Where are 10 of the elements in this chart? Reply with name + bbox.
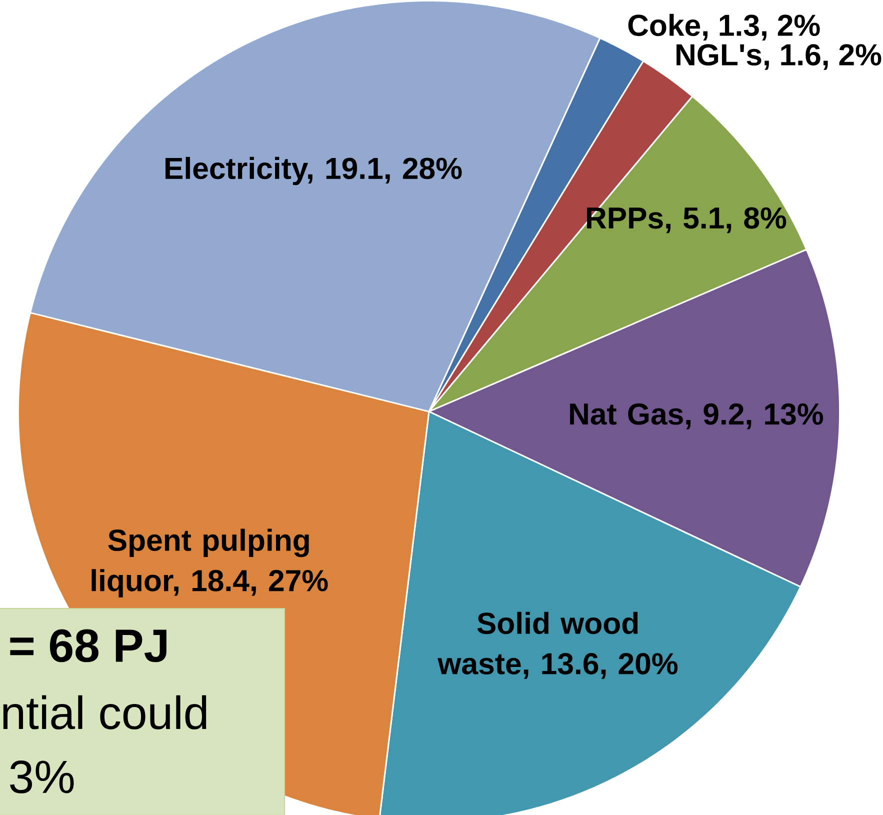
- slice-label: NGL's, 1.6, 2%: [676, 44, 882, 70]
- text: ntial could: [3, 695, 206, 730]
- text: 3%: [10, 760, 74, 794]
- text: = 68 PJ: [10, 629, 166, 662]
- slice-label: Electricity, 19.1, 28%: [166, 156, 462, 185]
- slice-label: Nat Gas, 9.2, 13%: [570, 403, 824, 430]
- slice-label: Spent pulping liquor, 18.4, 27%: [92, 528, 328, 598]
- slice-label: RPPs, 5.1, 8%: [587, 207, 786, 233]
- slice-label: Solid wood waste, 13.6, 20%: [438, 612, 678, 679]
- slice-label: Coke, 1.3, 2%: [628, 14, 820, 40]
